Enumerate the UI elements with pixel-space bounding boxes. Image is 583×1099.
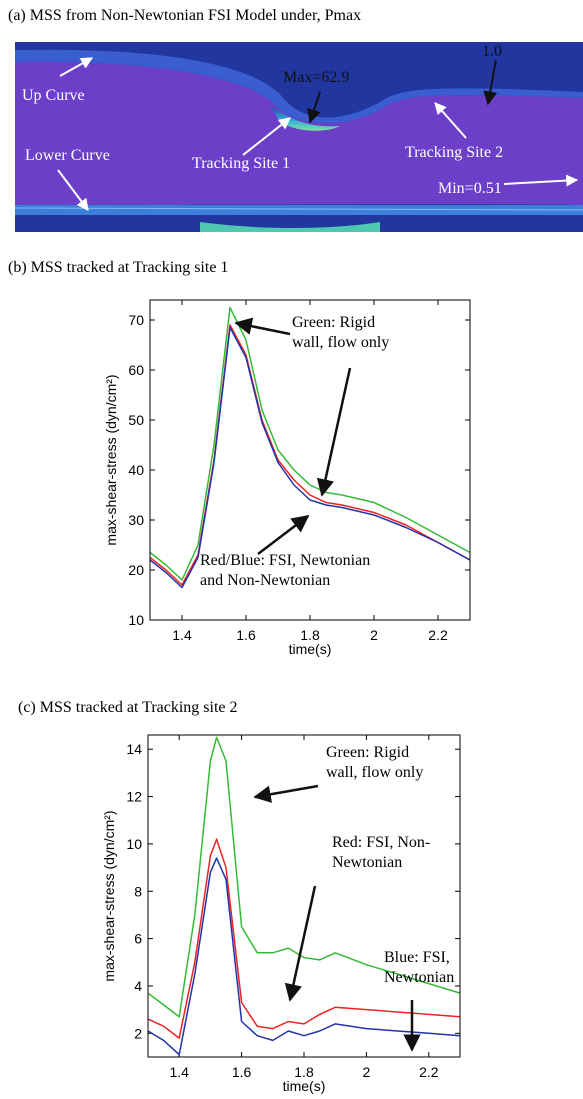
y-tick-label: 60 [128, 362, 144, 378]
x-tick-label: 1.4 [172, 627, 192, 643]
data-line [147, 838, 461, 1039]
annotation: Red/Blue: FSI, Newtonian [200, 552, 370, 569]
panel-caption: (a) MSS from Non-Newtonian FSI Model und… [8, 7, 361, 24]
image-label: Max=62.9 [283, 69, 349, 86]
annotation: Blue: FSI, [384, 949, 450, 966]
y-axis-label: max-shear-stress (dyn/cm²) [103, 374, 119, 545]
data-line [149, 324, 471, 586]
x-tick-label: 2 [370, 627, 378, 643]
annotation-arrow [234, 317, 291, 336]
y-tick-label: 6 [134, 931, 142, 947]
x-tick-label: 1.6 [236, 627, 256, 643]
y-tick-label: 8 [134, 883, 142, 899]
y-tick-label: 12 [126, 789, 142, 805]
image-label: Min=0.51 [438, 180, 502, 197]
y-tick-label: 50 [128, 412, 144, 428]
annotation: wall, flow only [326, 764, 423, 781]
plot-frame [149, 299, 471, 621]
x-axis-label: time(s) [283, 1078, 326, 1094]
x-tick-label: 1.6 [232, 1064, 252, 1080]
data-line [147, 857, 461, 1056]
plot-frame [147, 734, 461, 1058]
y-tick-label: 4 [134, 978, 142, 994]
x-tick-label: 1.8 [300, 627, 320, 643]
image-label: Tracking Site 1 [192, 155, 290, 172]
x-axis-label: time(s) [289, 641, 332, 657]
annotation: Red: FSI, Non- [332, 834, 430, 851]
annotation-arrow [284, 885, 317, 1002]
annotation-arrow [316, 367, 352, 497]
x-tick-label: 2.2 [428, 627, 448, 643]
y-axis-label: max-shear-stress (dyn/cm²) [101, 810, 117, 981]
chart-title: (b) MSS tracked at Tracking site 1 [8, 259, 228, 276]
annotation: and Non-Newtonian [200, 572, 330, 589]
annotation: Newtonian [384, 969, 454, 986]
y-tick-label: 10 [126, 836, 142, 852]
panel-a-arrows [57, 57, 579, 211]
y-tick-label: 14 [126, 741, 142, 757]
image-label: Tracking Site 2 [405, 144, 503, 161]
annotation: Green: Rigid [292, 314, 375, 331]
y-tick-label: 30 [128, 512, 144, 528]
y-tick-label: 2 [134, 1025, 142, 1041]
y-tick-label: 70 [128, 312, 144, 328]
image-label: Lower Curve [25, 147, 110, 164]
data-line [149, 326, 471, 589]
annotation-arrow [257, 514, 310, 555]
data-line [149, 306, 471, 581]
chart-title: (c) MSS tracked at Tracking site 2 [18, 699, 238, 716]
y-tick-label: 10 [128, 612, 144, 628]
annotation: Newtonian [332, 854, 402, 871]
annotation: wall, flow only [292, 334, 389, 351]
x-tick-label: 1.4 [169, 1064, 189, 1080]
y-tick-label: 40 [128, 462, 144, 478]
y-tick-label: 20 [128, 562, 144, 578]
x-tick-label: 2 [363, 1064, 371, 1080]
x-tick-label: 2.2 [419, 1064, 439, 1080]
x-tick-label: 1.8 [294, 1064, 314, 1080]
annotation-arrow [253, 784, 319, 803]
data-line [147, 736, 461, 1018]
image-label: 1.0 [482, 43, 502, 60]
image-label: Up Curve [22, 87, 85, 104]
annotation: Green: Rigid [326, 744, 409, 761]
